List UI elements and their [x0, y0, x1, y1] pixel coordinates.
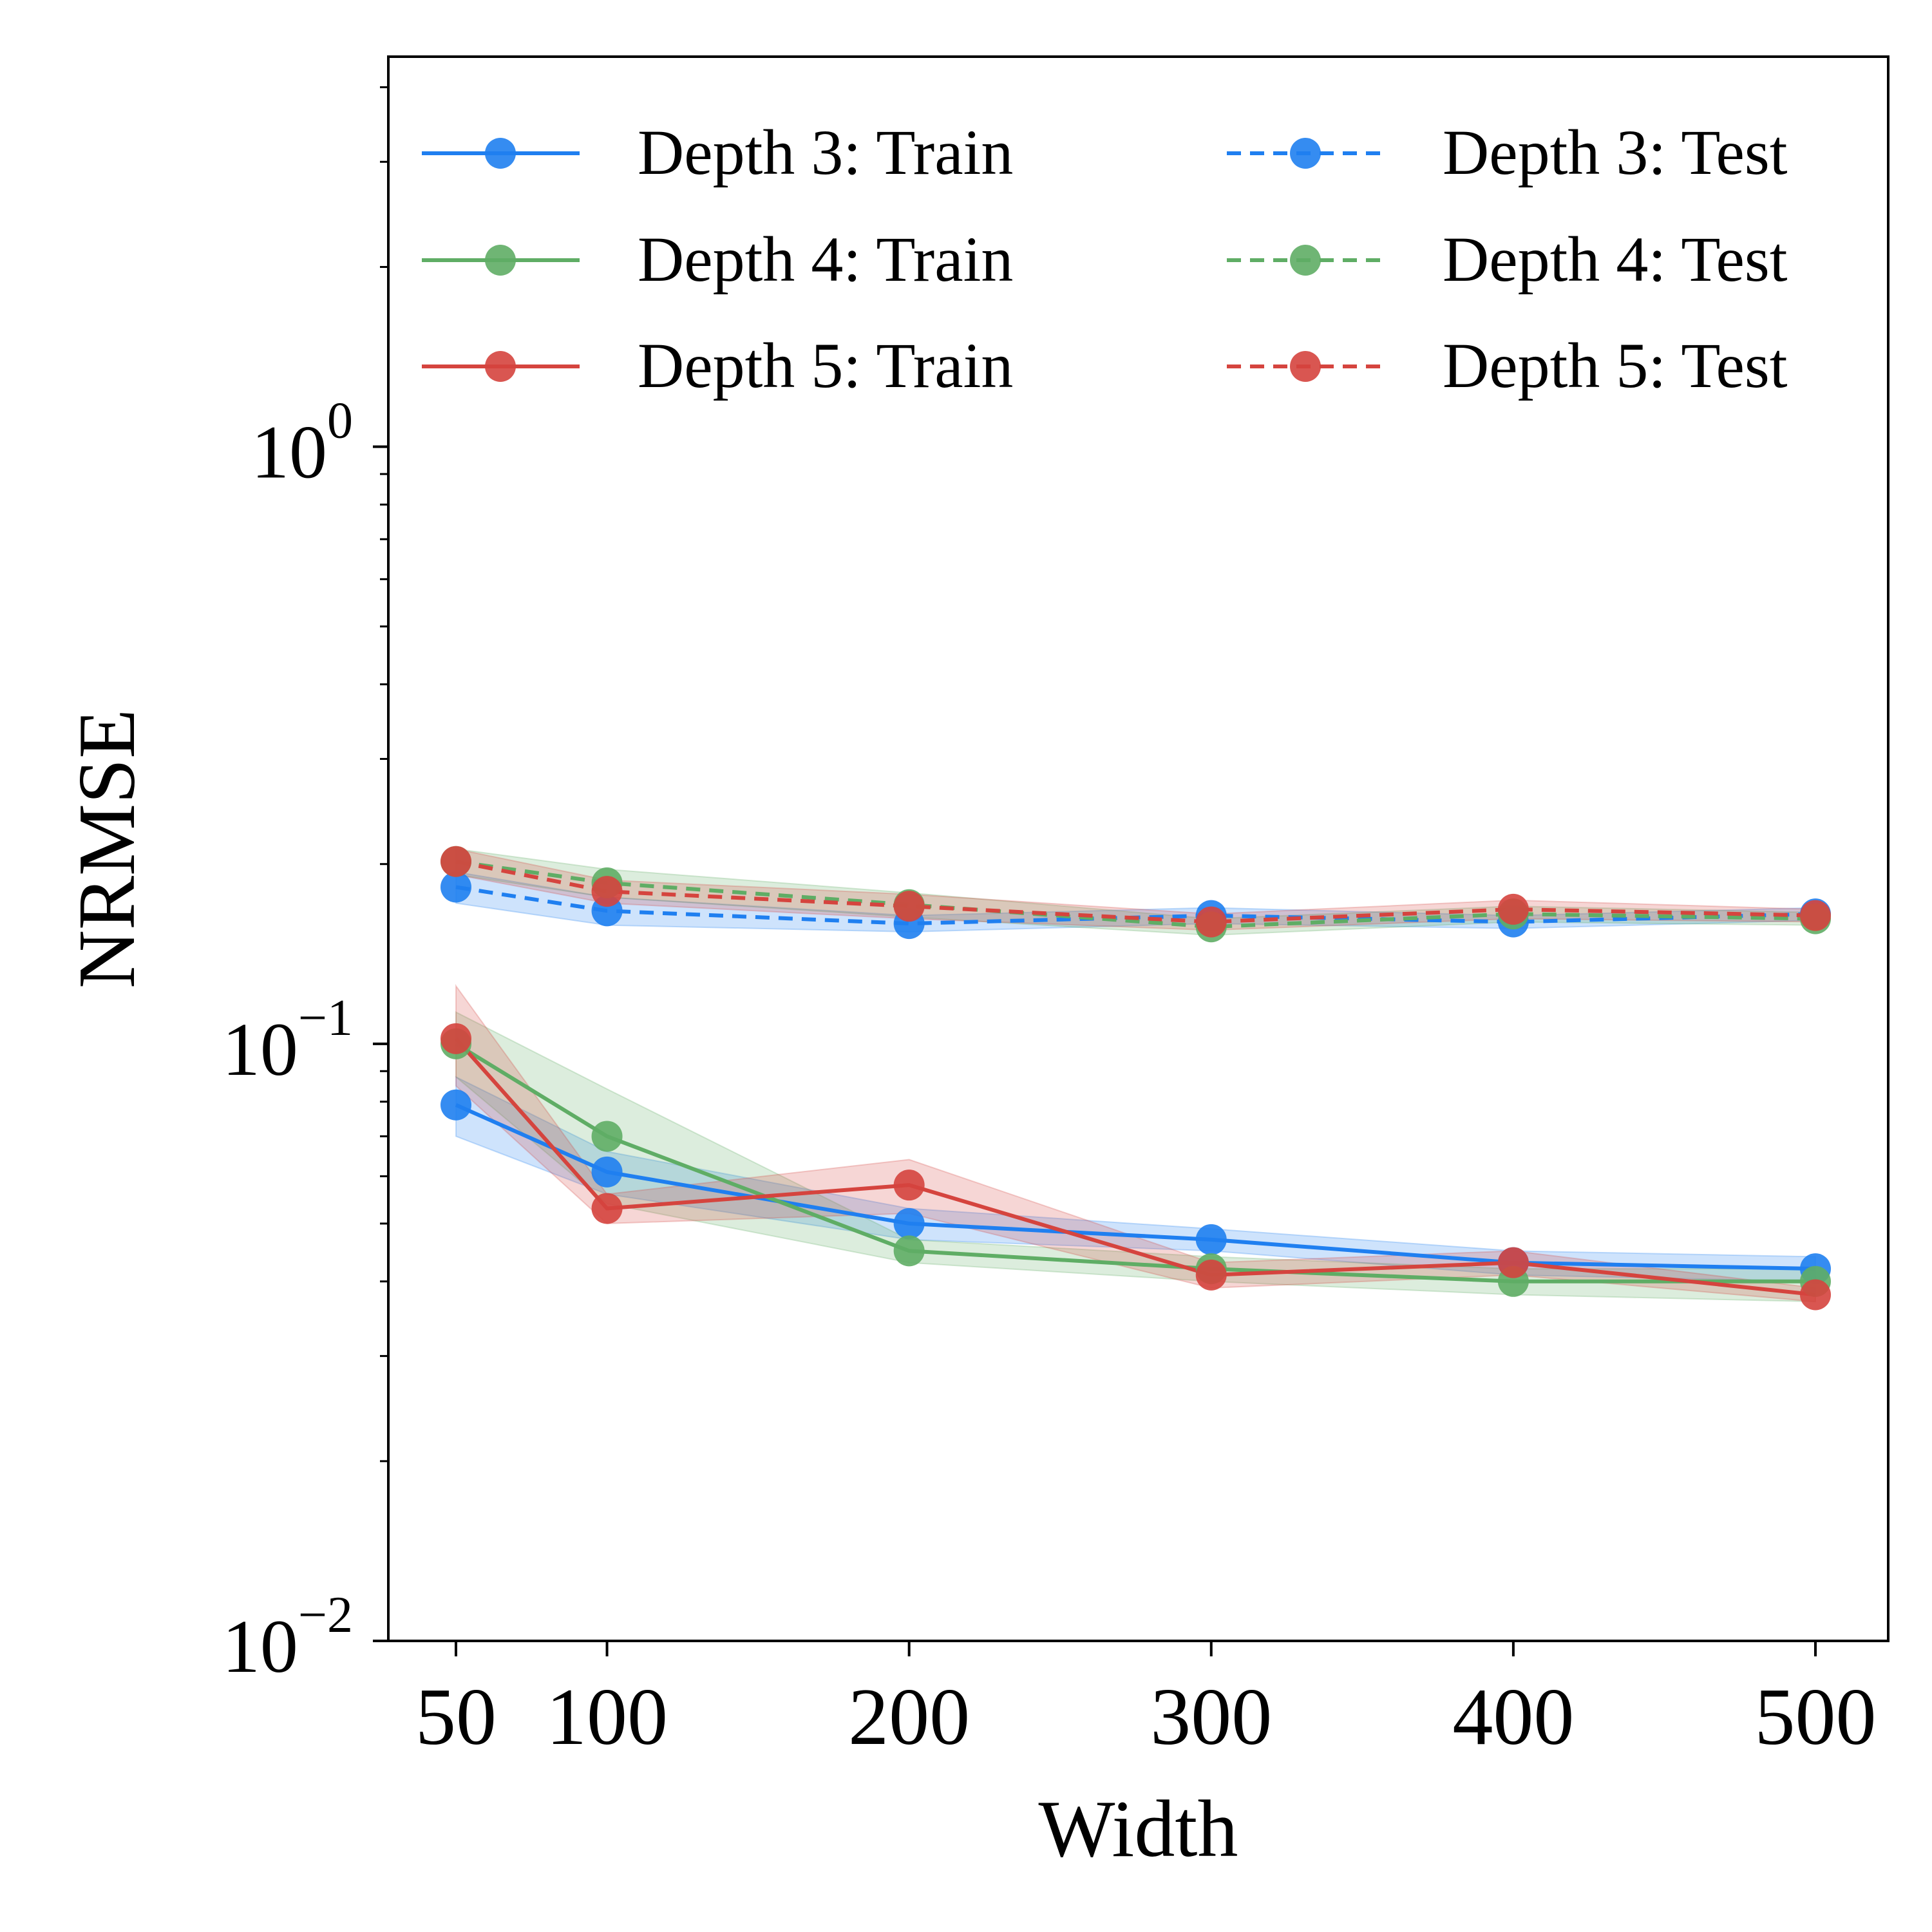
point-depth-3-train-100 [591, 1156, 623, 1188]
legend-label-depth-3-test: Depth 3: Test [1443, 117, 1788, 188]
legend: Depth 3: Train Depth 4: Train Depth 5: Tra… [422, 117, 1788, 401]
series-lines [454, 859, 1816, 1297]
legend-marker-depth-3-test [1290, 138, 1321, 169]
legend-marker-depth-5-test [1290, 351, 1321, 382]
y-axis-label: NRMSE [62, 709, 152, 989]
legend-label-depth-5-train: Depth 5: Train [638, 330, 1013, 401]
point-depth-5-train-200 [893, 1170, 925, 1201]
line-depth-5-train [454, 1037, 1816, 1297]
x-tick-label-400: 400 [1452, 1672, 1574, 1762]
x-tick-label-100: 100 [546, 1672, 668, 1762]
y-tick-base: 10 [251, 410, 327, 495]
legend-label-depth-4-test: Depth 4: Test [1443, 223, 1788, 295]
point-depth-3-train-300 [1195, 1224, 1227, 1255]
y-tick-label: 10−2 [222, 1587, 353, 1689]
legend-label-depth-5-test: Depth 5: Test [1443, 330, 1788, 401]
legend-marker-depth-4-test [1290, 245, 1321, 276]
x-tick-label-500: 500 [1755, 1672, 1877, 1762]
plot-frame [387, 55, 1889, 1642]
line-depth-5-test [455, 859, 1816, 924]
point-depth-5-train-100 [591, 1193, 623, 1224]
point-depth-5-train-300 [1195, 1259, 1227, 1291]
point-depth-4-train-200 [893, 1235, 925, 1267]
point-depth-3-test-50 [440, 871, 471, 903]
x-tick-label-300: 300 [1150, 1672, 1272, 1762]
x-axis-ticks: 50 100 200 300 400 500 [415, 1641, 1877, 1762]
point-depth-5-train-500 [1800, 1279, 1831, 1311]
point-depth-4-train-100 [591, 1121, 623, 1152]
y-tick-exponent: 0 [327, 393, 353, 450]
legend-marker-depth-5-train [485, 351, 516, 382]
point-depth-3-train-50 [440, 1089, 471, 1121]
point-depth-5-train-50 [440, 1023, 471, 1054]
series-points [440, 846, 1831, 1311]
point-depth-5-test-50 [440, 846, 471, 877]
x-tick-label-200: 200 [848, 1672, 970, 1762]
y-tick-label: 100 [251, 393, 353, 495]
point-depth-5-test-300 [1195, 906, 1227, 938]
x-axis-label: Width [1039, 1785, 1238, 1874]
point-depth-5-test-500 [1800, 900, 1831, 931]
line-depth-4-train [455, 1042, 1815, 1283]
point-depth-5-train-400 [1497, 1247, 1529, 1278]
legend-marker-depth-4-train [485, 245, 516, 276]
legend-label-depth-3-train: Depth 3: Train [638, 117, 1013, 188]
y-tick-label: 10−1 [222, 990, 353, 1092]
legend-marker-depth-3-train [485, 138, 516, 169]
y-tick-base: 10 [222, 1007, 298, 1092]
point-depth-5-test-100 [591, 876, 623, 907]
y-tick-base: 10 [222, 1604, 298, 1689]
x-tick-label-50: 50 [415, 1672, 497, 1762]
line-depth-3-test [455, 885, 1816, 926]
y-tick-exponent: −1 [298, 990, 353, 1046]
point-depth-5-test-400 [1497, 893, 1529, 925]
point-depth-5-test-200 [893, 891, 925, 922]
point-depth-3-train-200 [893, 1208, 925, 1239]
y-tick-exponent: −2 [298, 1587, 353, 1643]
legend-label-depth-4-train: Depth 4: Train [638, 223, 1013, 295]
